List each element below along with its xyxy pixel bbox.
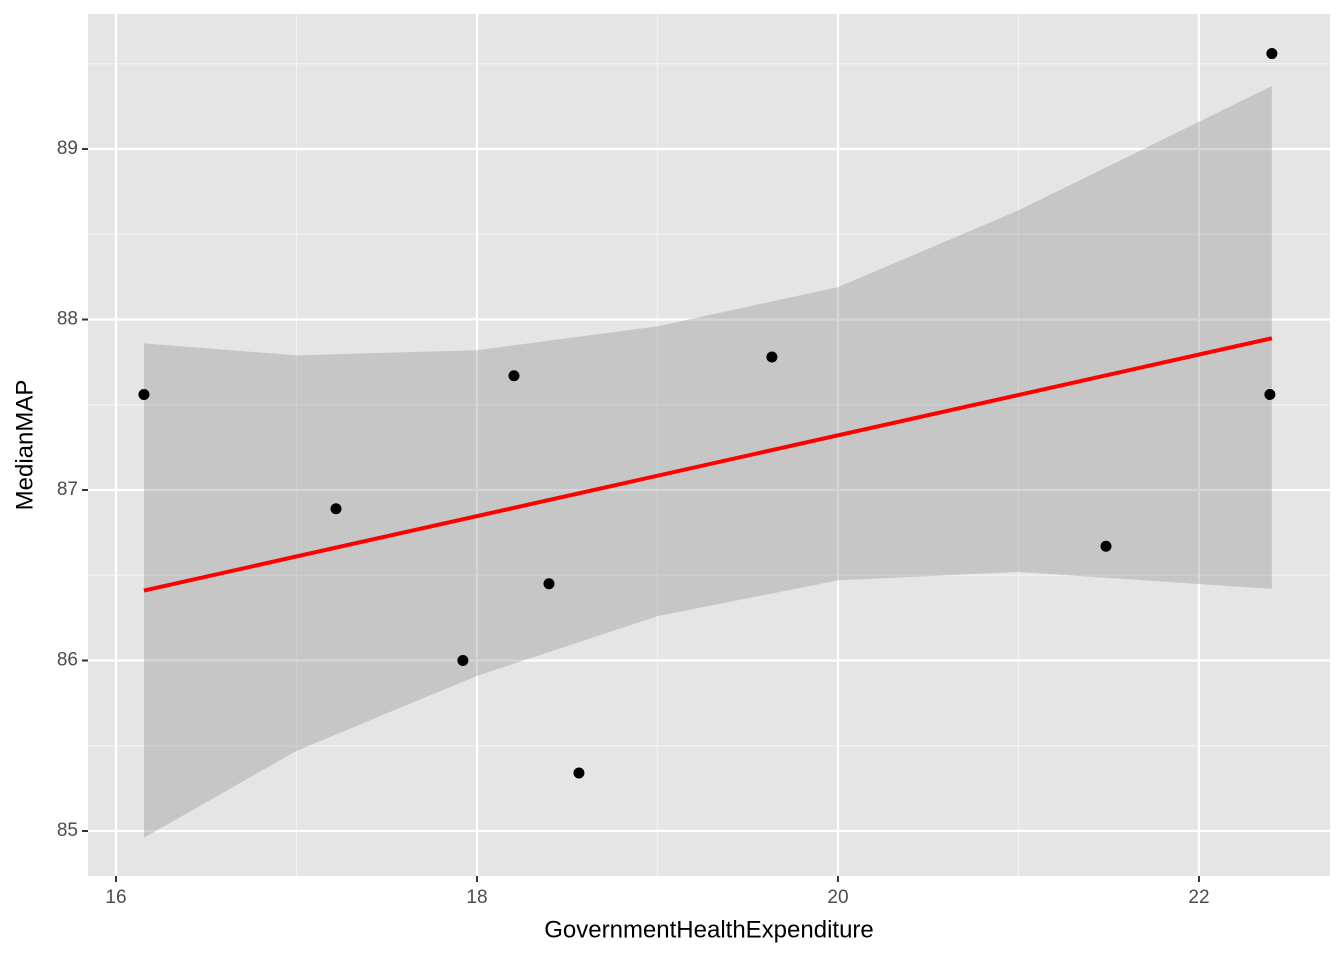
y-tick-label: 88 (57, 309, 78, 330)
x-tick-label: 16 (105, 887, 126, 908)
y-tick-label: 89 (57, 138, 78, 159)
point (1264, 389, 1276, 401)
point (457, 655, 469, 666)
panel (88, 14, 1330, 876)
point (138, 389, 150, 401)
x-tick-label: 22 (1188, 887, 1209, 908)
confidence-band (143, 85, 1272, 838)
point (573, 767, 585, 779)
y-tick-label: 87 (57, 479, 78, 500)
y-axis-title: MedianMAP (11, 380, 38, 511)
point (508, 370, 520, 382)
fit-line (143, 336, 1273, 593)
point (330, 503, 342, 515)
x-tick-label: 18 (466, 887, 487, 908)
x-tick-label: 20 (827, 887, 848, 908)
point (543, 578, 555, 590)
x-axis-title: GovernmentHealthExpenditure (544, 916, 874, 943)
point (1266, 48, 1278, 60)
y-tick-label: 86 (57, 650, 78, 671)
point (766, 351, 778, 363)
y-tick-label: 85 (57, 820, 78, 841)
point (1100, 540, 1112, 552)
